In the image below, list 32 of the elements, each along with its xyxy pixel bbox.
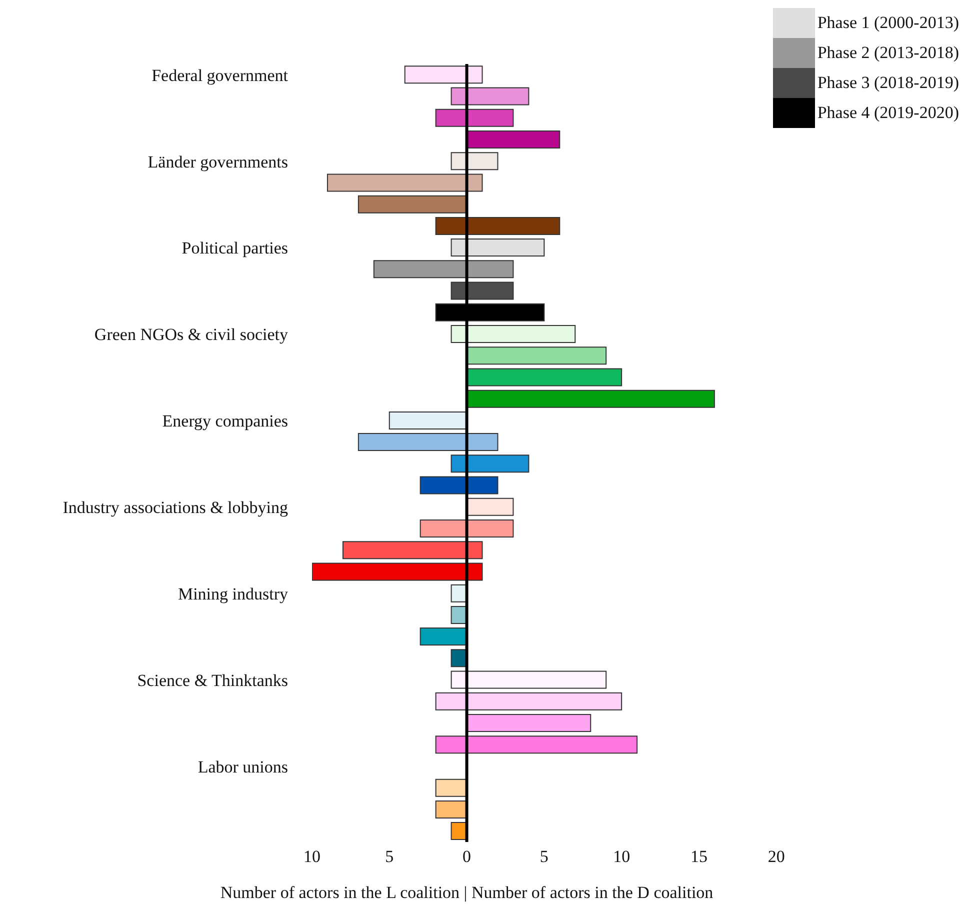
y-tick-label: Political parties — [182, 238, 288, 258]
y-tick-label: Science & Thinktanks — [137, 670, 288, 690]
y-tick-label: Federal government — [152, 66, 288, 85]
bar — [466, 130, 560, 148]
y-tick-label: Industry associations & lobbying — [62, 498, 288, 518]
x-tick-label: 5 — [385, 847, 394, 866]
x-tick-label: 0 — [462, 847, 472, 866]
y-tick-label: Green NGOs & civil society — [94, 325, 288, 344]
bar — [435, 800, 468, 818]
bar — [466, 390, 715, 408]
y-tick-label: Mining industry — [178, 584, 288, 604]
x-axis-title: Number of actors in the L coalition | Number of actors in the D coalition — [220, 883, 714, 902]
bar — [466, 498, 514, 516]
bar — [358, 195, 468, 214]
bar — [420, 628, 468, 646]
legend-label: Phase 3 (2018-2019) — [817, 73, 959, 93]
x-tick-label: 20 — [768, 847, 785, 866]
legend-label: Phase 2 (2013-2018) — [817, 43, 959, 63]
x-tick-label: 10 — [304, 847, 320, 866]
x-tick-label: 5 — [540, 847, 548, 866]
x-tick-label: 10 — [613, 847, 630, 866]
legend-label: Phase 1 (2000-2013) — [817, 13, 959, 33]
x-tick-label: 15 — [690, 847, 708, 866]
y-tick-label: Labor unions — [198, 757, 288, 776]
legend-label: Phase 4 (2019-2020) — [817, 103, 959, 123]
y-tick-label: Energy companies — [162, 412, 288, 431]
bar — [466, 368, 622, 386]
bar — [388, 411, 468, 430]
bar — [466, 346, 607, 365]
bar — [466, 714, 592, 732]
y-tick-label: Länder governments — [148, 152, 288, 172]
bar — [435, 778, 468, 797]
